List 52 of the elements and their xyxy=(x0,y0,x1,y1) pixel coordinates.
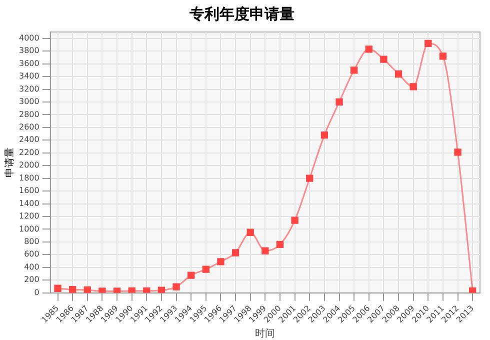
point xyxy=(306,174,314,182)
y-tick-label: 3200 xyxy=(19,84,40,94)
point xyxy=(291,216,298,224)
point xyxy=(143,287,150,293)
point xyxy=(172,283,180,290)
y-tick-label: 600 xyxy=(24,250,40,259)
y-axis-title: 申请量 xyxy=(4,147,16,178)
chart-title: 专利年度申请量 xyxy=(188,4,294,23)
y-tick-label: 3400 xyxy=(19,72,40,81)
y-tick-label: 3600 xyxy=(19,58,40,68)
point xyxy=(262,247,269,254)
y-tick-label: 3000 xyxy=(19,97,40,106)
y-tick-label: 1000 xyxy=(19,224,40,234)
y-tick-label: 1800 xyxy=(19,173,40,182)
point xyxy=(84,286,91,293)
point xyxy=(469,287,476,293)
y-tick-label: 2400 xyxy=(19,135,40,144)
point xyxy=(336,98,343,106)
point xyxy=(69,286,76,293)
y-tick-label: 1400 xyxy=(19,198,40,208)
point xyxy=(188,272,195,279)
point xyxy=(276,240,284,248)
point xyxy=(158,286,166,293)
point xyxy=(424,40,432,48)
point xyxy=(128,287,136,293)
y-tick-label: 3800 xyxy=(19,46,40,56)
y-tick-label: 1600 xyxy=(19,186,40,196)
x-axis-title: 时间 xyxy=(255,328,276,340)
y-tick-label: 800 xyxy=(24,237,40,246)
y-tick-label: 2600 xyxy=(19,122,40,132)
y-tick-label: 200 xyxy=(24,275,40,284)
y-tick-label: 2000 xyxy=(19,160,40,170)
point xyxy=(54,284,62,292)
point xyxy=(380,56,388,63)
point xyxy=(394,70,402,78)
y-tick-label: 2200 xyxy=(19,148,40,157)
point xyxy=(246,228,254,236)
y-tick-label: 400 xyxy=(24,262,40,272)
point xyxy=(350,66,358,74)
point xyxy=(410,83,417,90)
y-tick-label: 0 xyxy=(34,288,40,297)
point xyxy=(439,52,447,60)
point xyxy=(320,131,328,139)
point xyxy=(217,258,224,266)
y-tick-label: 2800 xyxy=(19,110,40,119)
point xyxy=(232,249,240,256)
point xyxy=(365,46,372,53)
y-tick-label: 4000 xyxy=(19,33,40,42)
y-tick-label: 1200 xyxy=(19,212,40,221)
point xyxy=(202,266,210,273)
point xyxy=(98,288,106,293)
point xyxy=(454,148,462,156)
